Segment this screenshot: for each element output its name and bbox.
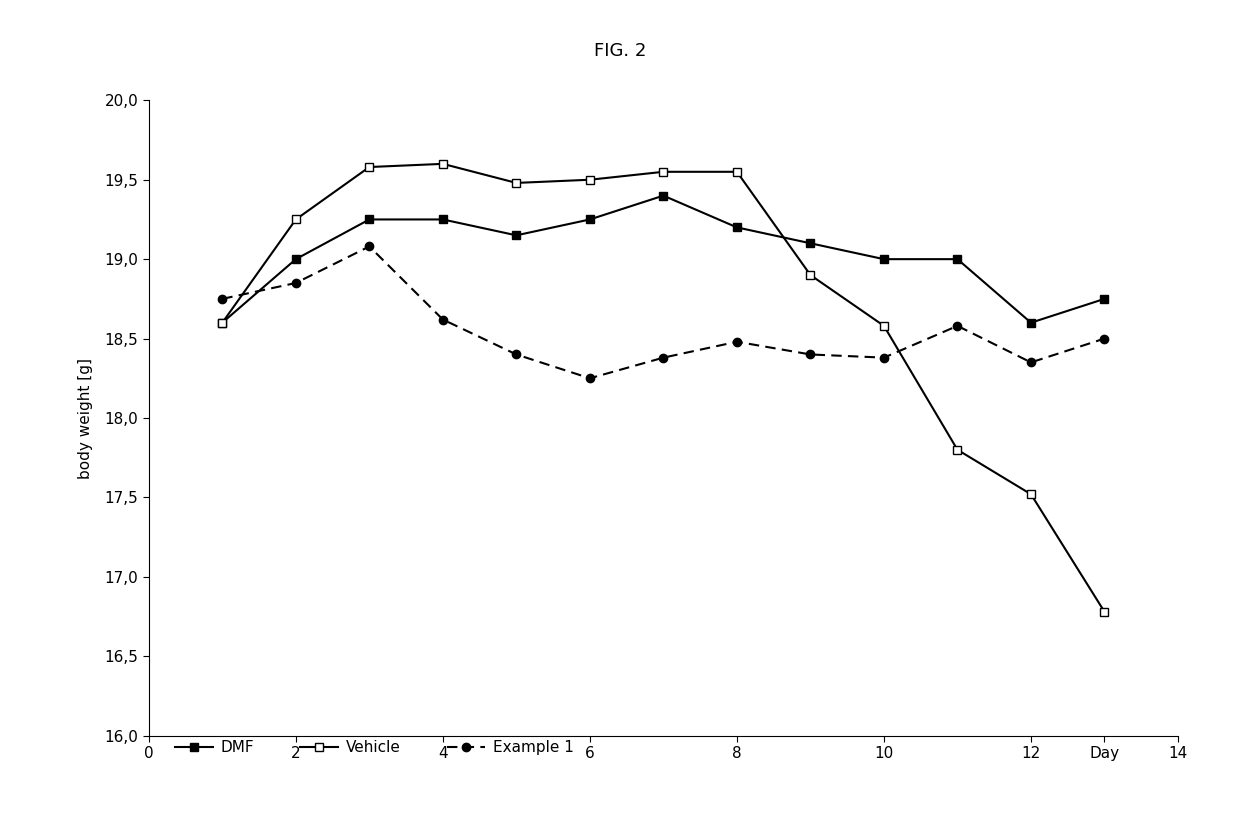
DMF — [508, 231, 523, 241]
Line: DMF: DMF — [218, 191, 1109, 327]
Example 1 — [583, 373, 598, 383]
DMF — [804, 238, 818, 248]
Y-axis label: body weight [g]: body weight [g] — [78, 358, 93, 478]
Legend: DMF, Vehicle, Example 1: DMF, Vehicle, Example 1 — [169, 734, 579, 762]
Vehicle — [804, 270, 818, 280]
Example 1 — [435, 314, 450, 324]
Example 1 — [950, 321, 965, 331]
Vehicle — [729, 166, 744, 176]
DMF — [583, 214, 598, 224]
DMF — [215, 318, 229, 328]
Example 1 — [1097, 334, 1112, 344]
DMF — [1097, 293, 1112, 303]
Vehicle — [1023, 489, 1038, 499]
Vehicle — [877, 321, 892, 331]
Vehicle — [1097, 607, 1112, 617]
Vehicle — [950, 445, 965, 455]
Vehicle — [508, 178, 523, 188]
Line: Example 1: Example 1 — [218, 242, 1109, 382]
Vehicle — [583, 175, 598, 185]
Example 1 — [656, 353, 671, 363]
Vehicle — [215, 318, 229, 328]
DMF — [1023, 318, 1038, 328]
DMF — [729, 222, 744, 232]
Example 1 — [289, 278, 304, 288]
Example 1 — [508, 349, 523, 359]
DMF — [289, 254, 304, 264]
Example 1 — [362, 242, 377, 252]
DMF — [877, 254, 892, 264]
Line: Vehicle: Vehicle — [218, 160, 1109, 616]
Vehicle — [435, 159, 450, 169]
DMF — [362, 214, 377, 224]
Example 1 — [215, 293, 229, 303]
DMF — [950, 254, 965, 264]
Text: FIG. 2: FIG. 2 — [594, 42, 646, 60]
Example 1 — [1023, 357, 1038, 367]
DMF — [656, 191, 671, 201]
DMF — [435, 214, 450, 224]
Example 1 — [729, 337, 744, 347]
Vehicle — [656, 166, 671, 176]
Example 1 — [804, 349, 818, 359]
Vehicle — [289, 214, 304, 224]
Vehicle — [362, 162, 377, 172]
Example 1 — [877, 353, 892, 363]
